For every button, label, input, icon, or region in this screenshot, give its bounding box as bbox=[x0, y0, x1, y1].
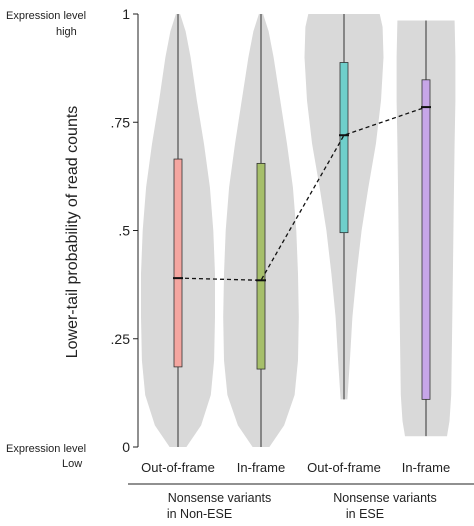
y-tick-label-4: 1 bbox=[122, 6, 130, 22]
category-label-3: Out-of-frame bbox=[307, 460, 381, 475]
y-axis: 0 .25 .5 .75 1 bbox=[111, 6, 139, 455]
group-labels: Nonsense variants in Non-ESE Nonsense vari… bbox=[128, 483, 474, 521]
category-label-2: In-frame bbox=[237, 460, 285, 475]
median-connector-line bbox=[177, 106, 427, 281]
y-bottom-note-line1: Expression level bbox=[6, 443, 86, 455]
y-tick-label-0: 0 bbox=[122, 439, 130, 455]
y-top-note-line1: Expression level bbox=[6, 10, 86, 22]
y-tick-label-2: .5 bbox=[118, 223, 130, 239]
group-label-2-line1: Nonsense variants bbox=[333, 491, 437, 505]
y-bottom-note-line2: Low bbox=[62, 458, 82, 470]
y-tick-label-1: .25 bbox=[111, 331, 131, 347]
category-labels: Out-of-frame In-frame Out-of-frame In-frame bbox=[141, 460, 450, 475]
group-label-1-line1: Nonsense variants bbox=[168, 491, 272, 505]
box-3 bbox=[339, 62, 349, 234]
y-tick-label-3: .75 bbox=[111, 114, 131, 130]
group-label-2-line2: in ESE bbox=[346, 507, 384, 521]
category-label-1: Out-of-frame bbox=[141, 460, 215, 475]
box-2 bbox=[256, 162, 266, 370]
group-label-1-line2: in Non-ESE bbox=[167, 507, 232, 521]
boxplots-layer bbox=[173, 14, 431, 447]
median-connector-layer bbox=[177, 106, 427, 281]
category-label-4: In-frame bbox=[402, 460, 450, 475]
y-axis-title: Lower-tail probability of read counts bbox=[64, 106, 81, 359]
violins-layer bbox=[141, 14, 456, 447]
y-top-note-line2: high bbox=[56, 26, 77, 38]
box-4 bbox=[421, 79, 431, 400]
box-1 bbox=[173, 158, 183, 368]
